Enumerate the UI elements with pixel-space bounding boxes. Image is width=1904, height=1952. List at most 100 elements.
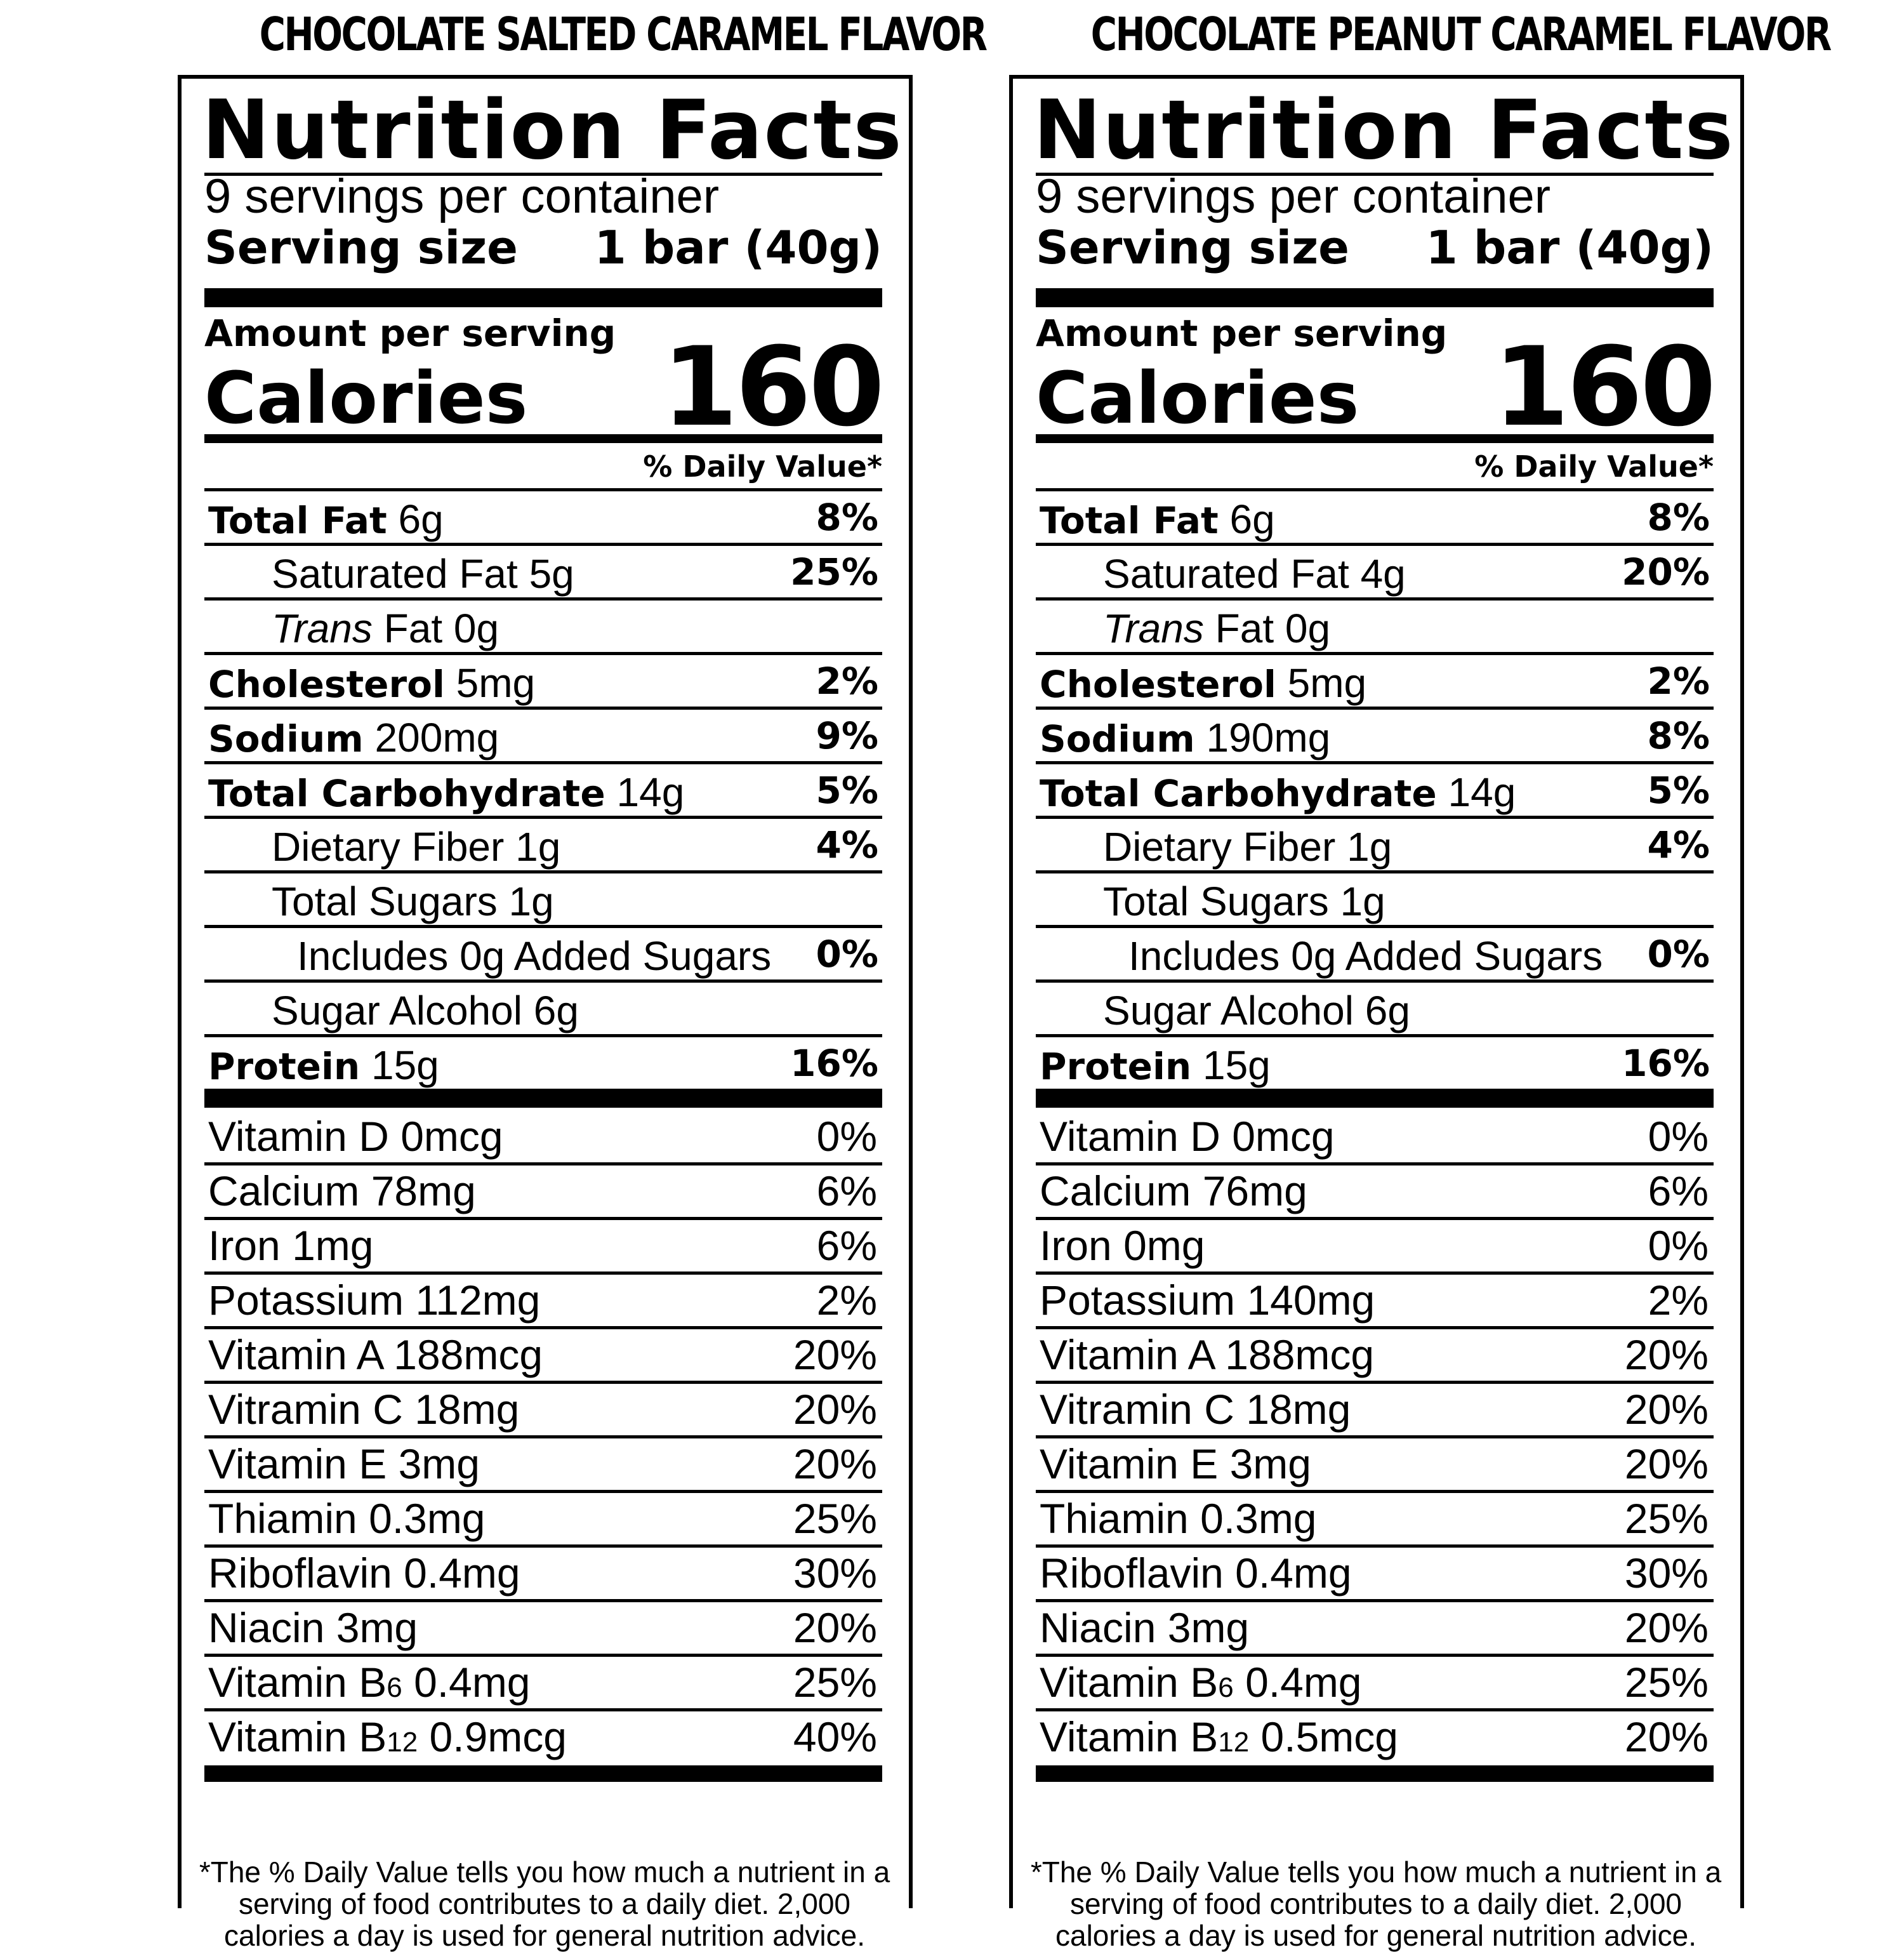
divider [204,1490,882,1493]
nutrient-row: Total Carbohydrate 14g 5% [1036,761,1714,816]
vitamin-name: Vitamin A 188mcg [208,1334,543,1376]
nutrient-row: Dietary Fiber 1g 4% [1036,816,1714,870]
nutrient-row: Protein 15g 16% [1036,1034,1714,1089]
calories-value: 160 [661,323,885,451]
amount-per-serving: Amount per serving [204,312,616,355]
calories-label: Calories [1036,357,1359,440]
vitamin-daily-value: 25% [793,1495,877,1542]
nutrient-daily-value: 8% [1647,714,1710,757]
nutrient-amount: Fat 0g [1203,606,1331,651]
vitamin-row: Niacin 3mg 20% [204,1599,882,1654]
thick-divider [1036,288,1714,307]
nutrient-label: Trans [1103,606,1204,651]
nutrient-row: Includes 0g Added Sugars 0% [204,925,882,979]
nutrient-label: Dietary Fiber 1g [272,824,561,870]
nutrient-amount: 5mg [444,660,536,706]
vitamin-label: Vitamin B [1040,1713,1219,1760]
divider [204,1544,882,1548]
divider [1036,1708,1714,1711]
nutrient-label: Sugar Alcohol 6g [272,988,579,1033]
vitamin-row: Iron 1mg 6% [204,1217,882,1271]
vitamin-name: Iron 1mg [208,1225,373,1266]
nutrient-amount: 6g [387,496,444,542]
vitamin-row: Riboflavin 0.4mg 30% [1036,1544,1714,1599]
nutrient-row: Trans Fat 0g [1036,597,1714,652]
nutrient-label: Includes 0g Added Sugars [297,933,772,979]
nutrient-name: Trans Fat 0g [1103,608,1330,649]
thick-divider [1036,1765,1714,1782]
nutrient-row: Sugar Alcohol 6g [204,979,882,1034]
flavor-title: CHOCOLATE PEANUT CARAMEL FLAVOR [1090,8,1832,61]
daily-value-header: % Daily Value* [1474,449,1714,484]
vitamin-label: Calcium 76mg [1040,1167,1307,1214]
divider [204,1708,882,1711]
vitamin-daily-value: 25% [793,1659,877,1706]
divider [204,1326,882,1329]
vitamin-name: Potassium 112mg [208,1279,540,1321]
divider [204,1381,882,1384]
nutrient-name: Sodium 190mg [1040,717,1330,758]
vitamin-row: Vitamin B6 0.4mg 25% [204,1654,882,1708]
amount-per-serving: Amount per serving [1036,312,1448,355]
vitamin-row: Vitamin E 3mg 20% [204,1435,882,1490]
vitamin-row: Vitamin B12 0.9mcg 40% [204,1708,882,1763]
nutrient-amount: 200mg [363,715,499,760]
vitamin-label: Potassium 140mg [1040,1277,1375,1324]
nutrient-row: Saturated Fat 5g 25% [204,543,882,597]
nutrient-label: Saturated Fat 5g [272,551,574,597]
vitamin-name: Calcium 78mg [208,1170,476,1212]
nutrient-label: Includes 0g Added Sugars [1128,933,1603,979]
vitamin-row: Vitramin C 18mg 20% [204,1381,882,1435]
nutrient-row: Total Fat 6g 8% [1036,488,1714,543]
nutrient-label: Total Carbohydrate [1040,772,1437,815]
vitamin-amount: 0.4mg [402,1659,531,1706]
nutrient-label: Trans [272,606,373,651]
vitamin-row: Potassium 140mg 2% [1036,1271,1714,1326]
nutrient-name: Protein 15g [208,1045,439,1086]
nutrient-daily-value: 0% [1647,933,1710,976]
divider [204,1271,882,1275]
divider [1036,1217,1714,1220]
nutrition-label: Nutrition Facts 9 servings per container… [1009,75,1744,1951]
serving-size: Serving size 1 bar (40g) [204,225,882,270]
divider [1036,173,1714,176]
vitamin-label: Vitamin B [1040,1659,1219,1706]
divider [204,1217,882,1220]
nutrient-name: Includes 0g Added Sugars [297,936,771,976]
nutrient-label: Total Fat [208,499,387,542]
thick-divider [1036,1089,1714,1108]
vitamin-name: Vitramin C 18mg [208,1388,519,1430]
nutrient-name: Total Sugars 1g [1103,881,1385,922]
nutrient-row: Dietary Fiber 1g 4% [204,816,882,870]
vitamin-daily-value: 6% [816,1167,877,1214]
divider [1036,1654,1714,1657]
divider [1036,1271,1714,1275]
nutrient-label: Sugar Alcohol 6g [1103,988,1410,1033]
serving-size-value: 1 bar (40g) [594,221,882,274]
vitamin-name: Thiamin 0.3mg [208,1497,486,1539]
nutrient-name: Includes 0g Added Sugars [1128,936,1603,976]
nutrient-name: Total Sugars 1g [272,881,554,922]
vitamin-label: Vitramin C 18mg [208,1386,520,1433]
nutrient-label: Saturated Fat 4g [1103,551,1406,597]
vitamin-label: Vitamin E 3mg [208,1440,480,1487]
nutrient-amount: 15g [1191,1042,1271,1088]
vitamin-row: Thiamin 0.3mg 25% [204,1490,882,1544]
vitamin-subscript: 6 [1218,1672,1234,1703]
nutrient-name: Sodium 200mg [208,717,499,758]
vitamin-label: Riboflavin 0.4mg [1040,1550,1352,1597]
vitamin-name: Potassium 140mg [1040,1279,1375,1321]
nutrient-daily-value: 8% [1647,496,1710,539]
nutrient-label: Protein [1040,1045,1192,1088]
vitamin-row: Vitamin A 188mcg 20% [204,1326,882,1381]
servings-per-container: 9 servings per container [1036,169,1551,223]
vitamin-daily-value: 0% [1648,1222,1709,1269]
nutrient-amount: 5mg [1276,660,1367,706]
vitamin-row: Vitramin C 18mg 20% [1036,1381,1714,1435]
vitamin-row: Vitamin E 3mg 20% [1036,1435,1714,1490]
vitamin-row: Calcium 78mg 6% [204,1162,882,1217]
nutrient-label: Total Sugars 1g [272,879,554,924]
vitamin-row: Potassium 112mg 2% [204,1271,882,1326]
nutrient-label: Sodium [208,717,364,760]
vitamin-name: Vitamin D 0mcg [208,1115,503,1157]
